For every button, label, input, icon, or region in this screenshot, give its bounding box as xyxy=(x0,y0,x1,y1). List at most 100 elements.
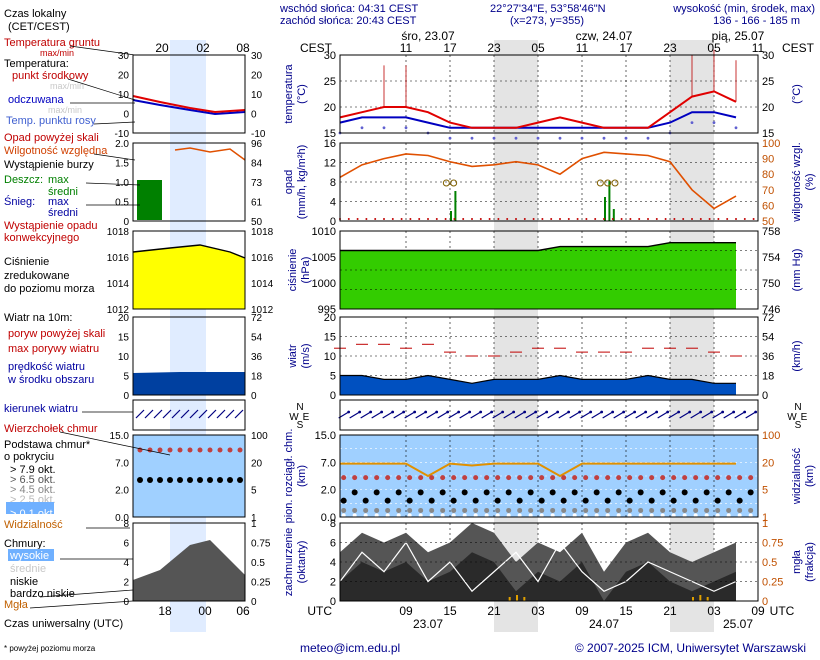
wind-arrow-head xyxy=(413,410,417,414)
legend-tick: 7.0 xyxy=(115,458,129,469)
pressure-area xyxy=(340,242,736,309)
wind-arrow xyxy=(470,411,481,419)
wind-arrow xyxy=(745,411,756,419)
cloud-top-dot xyxy=(396,475,402,481)
cloud-base-dot xyxy=(572,507,578,513)
precip-dot xyxy=(383,218,385,220)
email-link[interactable]: meteo@icm.edu.pl xyxy=(300,641,400,655)
tick-label: 754 xyxy=(762,252,780,264)
wind-arrow xyxy=(503,411,514,419)
legend-tick: 1 xyxy=(251,519,257,530)
cloud-base-dot xyxy=(406,497,413,504)
precip-dot xyxy=(400,218,403,220)
panel-border-temp xyxy=(339,54,759,134)
cloud-base-dot xyxy=(660,507,666,513)
cloud-base-dot xyxy=(473,513,478,518)
legend-cloud-top-dot xyxy=(187,447,193,453)
precip-dot xyxy=(550,218,553,220)
storm-marker xyxy=(450,179,458,187)
cloud-base-dot xyxy=(714,497,721,504)
cloud-base-dot xyxy=(638,507,644,513)
legend-tick: 1012 xyxy=(251,305,274,316)
legend-cloud-bg xyxy=(133,435,245,517)
cloud-top-dot xyxy=(440,475,446,481)
precip-dot xyxy=(374,218,377,220)
wind-arrow-head xyxy=(710,410,714,414)
compass-s-left: S xyxy=(297,420,304,431)
cloud-top-dot xyxy=(627,475,633,481)
wind-arrow-head xyxy=(402,410,406,414)
cloud-base-dot xyxy=(550,507,556,513)
tick-label: 90 xyxy=(762,154,774,166)
wind-arrow xyxy=(492,411,503,419)
hour-top: 23 xyxy=(663,41,677,55)
cloud-base-dot xyxy=(429,513,434,518)
legend-tick: 8 xyxy=(123,519,129,530)
wind-arrow xyxy=(514,411,525,419)
main-chart: NWSENWSE30252015302520151612840100908070… xyxy=(283,29,816,632)
tz-top: CEST xyxy=(300,41,333,55)
cloud-base-dot xyxy=(440,513,445,518)
cloud-base-dot xyxy=(517,513,522,518)
cloud-base-dot xyxy=(395,489,402,496)
legend-cloud-top-dot xyxy=(227,447,233,453)
tick-label: 0.25 xyxy=(762,577,783,589)
cloud-base-dot xyxy=(748,513,753,518)
cloud-top-dot xyxy=(649,475,655,481)
wind-arrow-head xyxy=(633,410,637,414)
legend-temp-maxmin: max/min xyxy=(50,81,84,91)
legend-tick: 1016 xyxy=(107,253,130,264)
precip-dot xyxy=(673,218,676,220)
legend-wind-area xyxy=(133,372,245,395)
legend-leader-line xyxy=(29,600,134,609)
legend-tick: 1014 xyxy=(107,279,130,290)
tick-label: 1 xyxy=(762,512,768,524)
legend-leader-line xyxy=(39,589,134,598)
tick-label: 1005 xyxy=(312,252,336,264)
wind-arrow xyxy=(371,411,382,419)
legend-precip-over: Opad powyżej skali xyxy=(4,132,99,144)
wind-arrow-head xyxy=(754,410,758,414)
tick-label: 0 xyxy=(330,596,336,608)
legend-leader-line xyxy=(67,78,136,101)
tick-label: 5 xyxy=(762,485,768,497)
cloud-base-dot xyxy=(396,513,401,518)
legend-leader-line xyxy=(93,121,136,125)
tick-label: 80 xyxy=(762,169,774,181)
hour-top: 11 xyxy=(576,41,589,55)
hour-bottom: 15 xyxy=(443,604,457,618)
cloud-base-dot xyxy=(472,497,479,504)
legend-leader-line xyxy=(93,153,136,161)
panel-border-cloud xyxy=(339,434,759,518)
legend-pressure-line xyxy=(132,244,246,259)
legend-rain-max: max xyxy=(48,174,69,186)
cloud-base-dot xyxy=(340,497,347,504)
tick-label: 10 xyxy=(324,351,336,363)
legend-tick: 5 xyxy=(251,486,257,497)
tick-label: 60 xyxy=(762,200,774,212)
legend-tick: 10 xyxy=(251,90,263,101)
precip-dot xyxy=(603,218,605,220)
tick-label: 100 xyxy=(762,138,780,150)
wind-speed-area xyxy=(340,375,736,395)
legend-cloud-top-dot xyxy=(197,447,203,453)
dew-point-dot xyxy=(360,126,364,130)
legend-tick: 72 xyxy=(251,313,263,324)
legend-wind-dir: kierunek wiatru xyxy=(4,403,78,415)
wind-arrow xyxy=(481,411,492,419)
cloud-base-dot xyxy=(649,507,655,513)
cloud-base-dot xyxy=(418,513,423,518)
tick-label: 0 xyxy=(762,390,768,402)
precip-dot xyxy=(717,218,720,220)
dew-point-dot xyxy=(514,136,518,140)
humidity-line xyxy=(339,151,737,210)
day-label-top: pią, 25.07 xyxy=(712,29,765,43)
cloud-base-dot xyxy=(726,513,731,518)
cloud-base-dot xyxy=(704,507,710,513)
legend-cloud-base-dot xyxy=(167,477,173,483)
cloud-base-dot xyxy=(417,489,424,496)
tick-label: 4 xyxy=(330,197,336,209)
legend-cloud-base-dot xyxy=(147,477,153,483)
cloud-base-dot xyxy=(704,513,709,518)
axis-humidity-line: wilgotność wzgl. xyxy=(791,142,803,222)
